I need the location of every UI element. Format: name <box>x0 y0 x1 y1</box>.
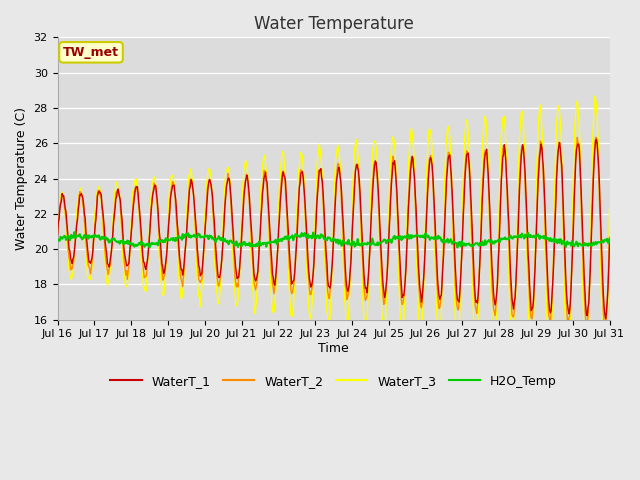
WaterT_3 <box>605 205 613 211</box>
WaterT_2 <box>417 302 424 308</box>
WaterT_3 <box>177 287 184 292</box>
H2O_Temp <box>454 245 461 251</box>
WaterT_3 <box>120 272 128 277</box>
H2O_Temp <box>417 234 425 240</box>
Y-axis label: Water Temperature (C): Water Temperature (C) <box>15 107 28 250</box>
Line: H2O_Temp: H2O_Temp <box>58 232 609 248</box>
Legend: WaterT_1, WaterT_2, WaterT_3, H2O_Temp: WaterT_1, WaterT_2, WaterT_3, H2O_Temp <box>106 370 562 393</box>
WaterT_2 <box>401 288 408 294</box>
WaterT_1 <box>177 260 184 266</box>
WaterT_2 <box>63 237 71 242</box>
Text: TW_met: TW_met <box>63 46 119 59</box>
WaterT_1 <box>54 233 61 239</box>
WaterT_2 <box>177 272 184 277</box>
WaterT_1 <box>120 249 128 255</box>
H2O_Temp <box>207 234 214 240</box>
H2O_Temp <box>63 235 71 240</box>
Line: WaterT_1: WaterT_1 <box>58 139 609 319</box>
H2O_Temp <box>54 238 61 243</box>
WaterT_1 <box>417 290 424 296</box>
H2O_Temp <box>177 235 185 240</box>
WaterT_3 <box>591 93 599 99</box>
WaterT_2 <box>205 177 213 182</box>
H2O_Temp <box>401 235 409 240</box>
WaterT_2 <box>54 230 61 236</box>
WaterT_3 <box>63 247 71 253</box>
WaterT_1 <box>63 228 71 234</box>
Title: Water Temperature: Water Temperature <box>253 15 413 33</box>
WaterT_3 <box>600 370 608 375</box>
H2O_Temp <box>70 229 78 235</box>
WaterT_3 <box>205 166 213 172</box>
WaterT_2 <box>605 234 613 240</box>
WaterT_2 <box>592 134 600 140</box>
X-axis label: Time: Time <box>318 342 349 355</box>
WaterT_1 <box>205 177 213 182</box>
WaterT_1 <box>602 316 609 322</box>
WaterT_2 <box>120 260 128 265</box>
WaterT_1 <box>605 240 613 246</box>
WaterT_3 <box>54 224 61 229</box>
H2O_Temp <box>605 236 613 242</box>
WaterT_1 <box>593 136 600 142</box>
WaterT_1 <box>401 287 408 292</box>
WaterT_3 <box>401 302 408 308</box>
WaterT_3 <box>417 339 424 345</box>
WaterT_2 <box>601 326 609 332</box>
Line: WaterT_2: WaterT_2 <box>58 137 609 329</box>
H2O_Temp <box>121 240 129 246</box>
Line: WaterT_3: WaterT_3 <box>58 96 609 372</box>
